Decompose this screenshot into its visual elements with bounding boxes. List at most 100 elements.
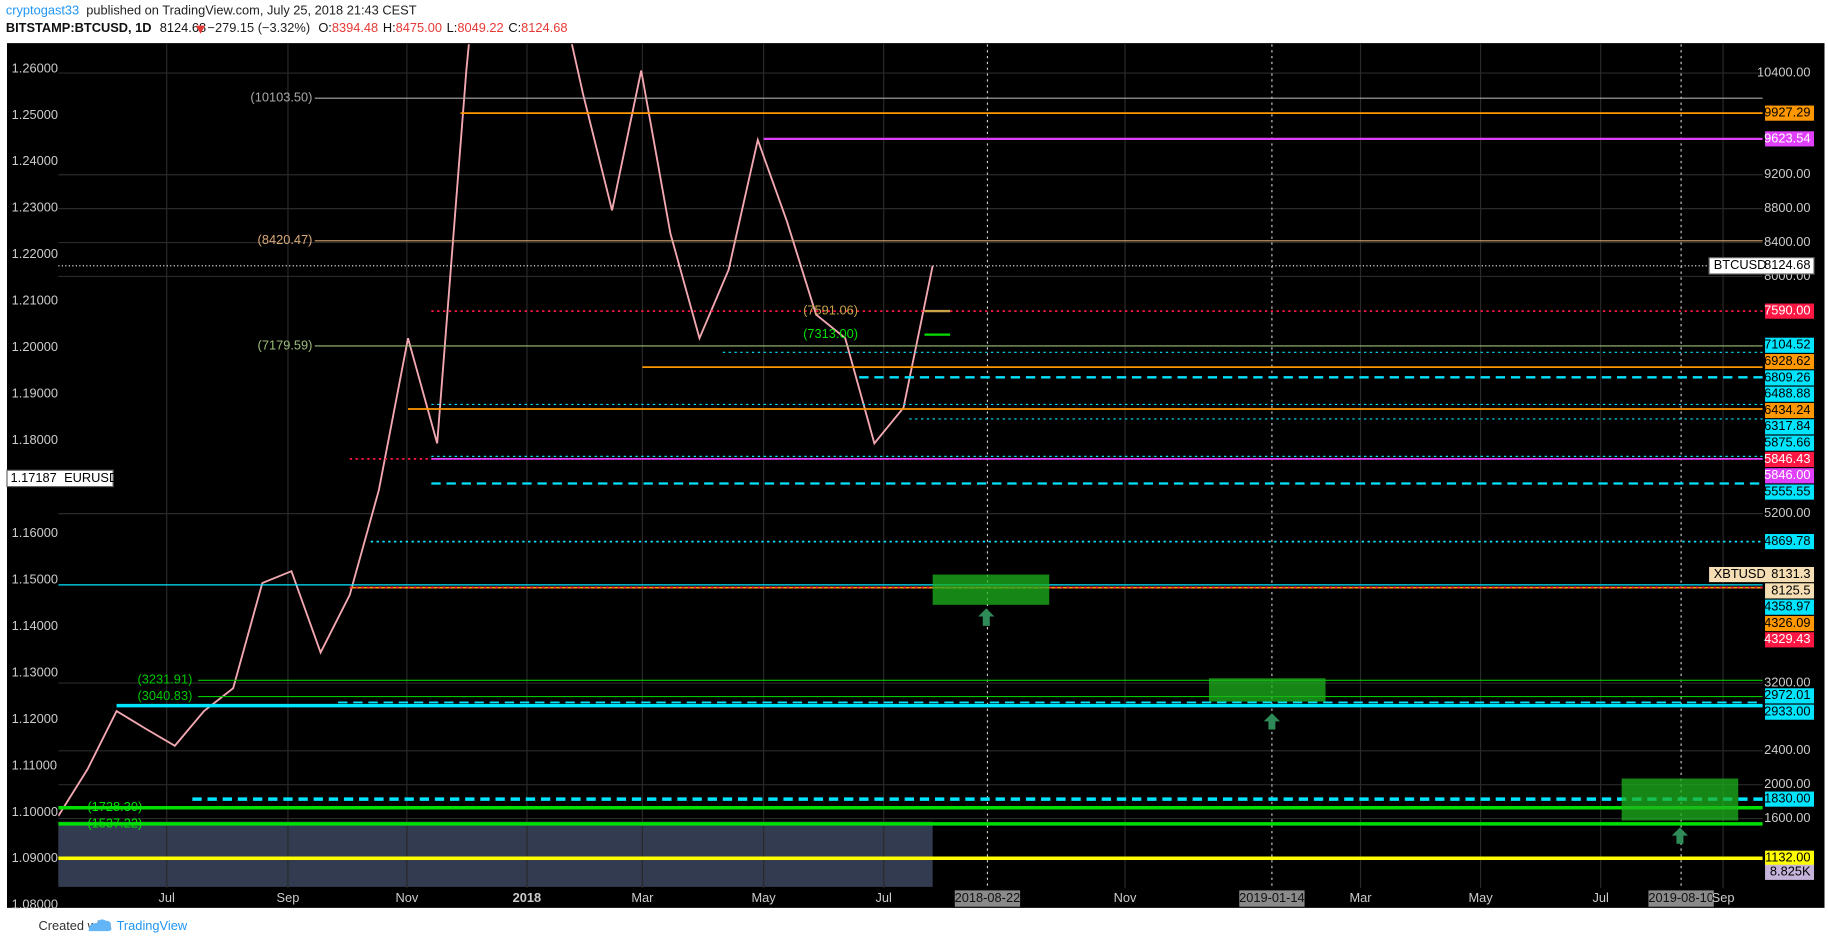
level-tag bbox=[1765, 337, 1815, 353]
x-tick-label: Nov bbox=[395, 890, 418, 905]
level-label: 5875.66 bbox=[1764, 435, 1810, 450]
level-tag bbox=[1765, 704, 1815, 720]
y2-tick-label: 1.10000 bbox=[12, 804, 58, 819]
xbtusd-price: 8131.3 bbox=[1771, 566, 1810, 581]
target-box bbox=[1208, 678, 1326, 702]
level-tag bbox=[1765, 484, 1815, 500]
x-highlight bbox=[954, 890, 1021, 907]
level-label: 4326.09 bbox=[1764, 615, 1810, 630]
y-tick-label: 8800.00 bbox=[1764, 200, 1810, 215]
down-arrow bbox=[195, 25, 206, 34]
eurusd-tag bbox=[6, 469, 114, 488]
y2-tick-label: 1.19000 bbox=[12, 386, 58, 401]
volume-area bbox=[58, 821, 933, 887]
annotation-label: (1537.22) bbox=[87, 815, 142, 830]
x-tick-label: 2019-01-14 bbox=[1239, 890, 1305, 905]
ohlc-key: L: bbox=[447, 21, 458, 36]
xbtusd-tag bbox=[1765, 583, 1815, 599]
annotation-label: (3040.83) bbox=[137, 688, 192, 703]
level-label: 4329.43 bbox=[1764, 631, 1810, 646]
level-tag bbox=[1765, 131, 1815, 147]
level-label: 5555.55 bbox=[1764, 483, 1810, 498]
volume-tag bbox=[1765, 864, 1815, 880]
y2-tick-label: 1.26000 bbox=[12, 60, 58, 75]
x-tick-label: Nov bbox=[1114, 890, 1137, 905]
header-symbol: BITSTAMP:BTCUSD, 1D 8124.68 bbox=[6, 21, 206, 36]
level-tag bbox=[1765, 386, 1815, 402]
level-tag bbox=[1765, 688, 1815, 704]
grid bbox=[58, 44, 1763, 889]
chart-panel bbox=[6, 43, 1825, 908]
level-label: 5846.43 bbox=[1764, 451, 1810, 466]
annotation-label: (7591.06) bbox=[803, 302, 858, 317]
y2-tick-label: 1.09000 bbox=[12, 850, 58, 865]
y-tick-label: 5200.00 bbox=[1764, 505, 1810, 520]
x-tick-label: Sep bbox=[1712, 890, 1735, 905]
level-label: 4358.97 bbox=[1764, 599, 1810, 614]
level-tag bbox=[1765, 615, 1815, 632]
annotation-label: (10103.50) bbox=[250, 90, 312, 105]
level-label: 7590.00 bbox=[1764, 303, 1810, 318]
y2-tick-label: 1.08000 bbox=[12, 897, 58, 912]
last: 8124.68 bbox=[160, 21, 206, 36]
symbol: BITSTAMP:BTCUSD, 1D bbox=[6, 21, 152, 36]
footer-brand[interactable]: TradingView bbox=[117, 918, 188, 933]
x-tick-label: Mar bbox=[1349, 890, 1372, 905]
y2-tick-label: 1.12000 bbox=[12, 711, 58, 726]
ohlc-key: H: bbox=[383, 21, 396, 36]
ohlc-value: 8394.48 bbox=[332, 21, 378, 36]
y2-tick-label: 1.25000 bbox=[12, 107, 58, 122]
published: published on TradingView.com, July 25, 2… bbox=[86, 3, 416, 18]
annotation-label: (8420.47) bbox=[258, 232, 313, 247]
header-line1: cryptogast33 published on TradingView.co… bbox=[6, 3, 417, 18]
up-arrow bbox=[1263, 713, 1281, 730]
logo[interactable] bbox=[88, 919, 112, 932]
y2-tick-label: 1.24000 bbox=[12, 153, 58, 168]
level-tag bbox=[1765, 632, 1815, 648]
up-arrow bbox=[978, 608, 995, 626]
y2-tick-label: 1.23000 bbox=[12, 200, 58, 215]
author[interactable]: cryptogast33 bbox=[6, 3, 79, 18]
level-tag bbox=[1765, 303, 1815, 319]
y2-tick-label: 1.18000 bbox=[12, 432, 58, 447]
annotation-label: (7313.00) bbox=[803, 326, 858, 341]
last-price-symbol: BTCUSD bbox=[1714, 257, 1767, 272]
level-tag bbox=[1765, 468, 1815, 484]
x-tick-label: 2018-08-22 bbox=[955, 890, 1021, 905]
level-tag bbox=[1765, 435, 1815, 451]
x-tick-label: Jul bbox=[875, 890, 891, 905]
change: −279.15 (−3.32%) bbox=[208, 21, 311, 36]
annotation-label: (1728.30) bbox=[87, 799, 142, 814]
y2-tick-label: 1.21000 bbox=[12, 293, 58, 308]
xbtusd-price: 8125.5 bbox=[1771, 582, 1810, 597]
y2-tick-label: 1.16000 bbox=[12, 525, 58, 540]
header-ohlc: −279.15 (−3.32%) O:8394.48 H:8475.00 L:804… bbox=[208, 21, 568, 36]
plot bbox=[58, 44, 1763, 889]
y-tick-label: 3200.00 bbox=[1764, 674, 1810, 689]
y2-tick-label: 1.22000 bbox=[12, 246, 58, 261]
level-label: 2933.00 bbox=[1764, 704, 1810, 719]
xbtusd-symbol: XBTUSD bbox=[1714, 566, 1766, 581]
ohlc-key: O: bbox=[318, 21, 332, 36]
ohlc-value: 8049.22 bbox=[457, 21, 503, 36]
y2-tick-label: 1.13000 bbox=[12, 664, 58, 679]
y2-tick-label: 1.11000 bbox=[12, 757, 57, 772]
level-tag bbox=[1765, 599, 1815, 615]
target-box bbox=[1621, 778, 1739, 821]
level-tag bbox=[1765, 105, 1815, 121]
y-tick-label: 2400.00 bbox=[1764, 742, 1810, 757]
level-label: 9927.29 bbox=[1764, 105, 1810, 120]
level-label: 4869.78 bbox=[1764, 533, 1810, 548]
y2-tick-label: 1.20000 bbox=[12, 339, 58, 354]
ohlc-value: 8475.00 bbox=[396, 21, 442, 36]
level-label: 6928.62 bbox=[1764, 353, 1810, 368]
volume-label: 8.825K bbox=[1770, 864, 1811, 879]
x-tick-label: May bbox=[1468, 890, 1493, 905]
y-tick-label: 8400.00 bbox=[1764, 234, 1810, 249]
y2-tick-label: 1.15000 bbox=[12, 571, 58, 586]
labels: Jul Sep Nov 2018 Mar May Jul 2018-08-22 Nov 2019-… bbox=[6, 60, 1815, 912]
y2-tick-label: 1.14000 bbox=[12, 618, 58, 633]
y-tick-label: 1600.00 bbox=[1764, 810, 1810, 825]
y-tick-label: 9200.00 bbox=[1764, 166, 1810, 181]
level-label: 1132.00 bbox=[1765, 850, 1810, 865]
